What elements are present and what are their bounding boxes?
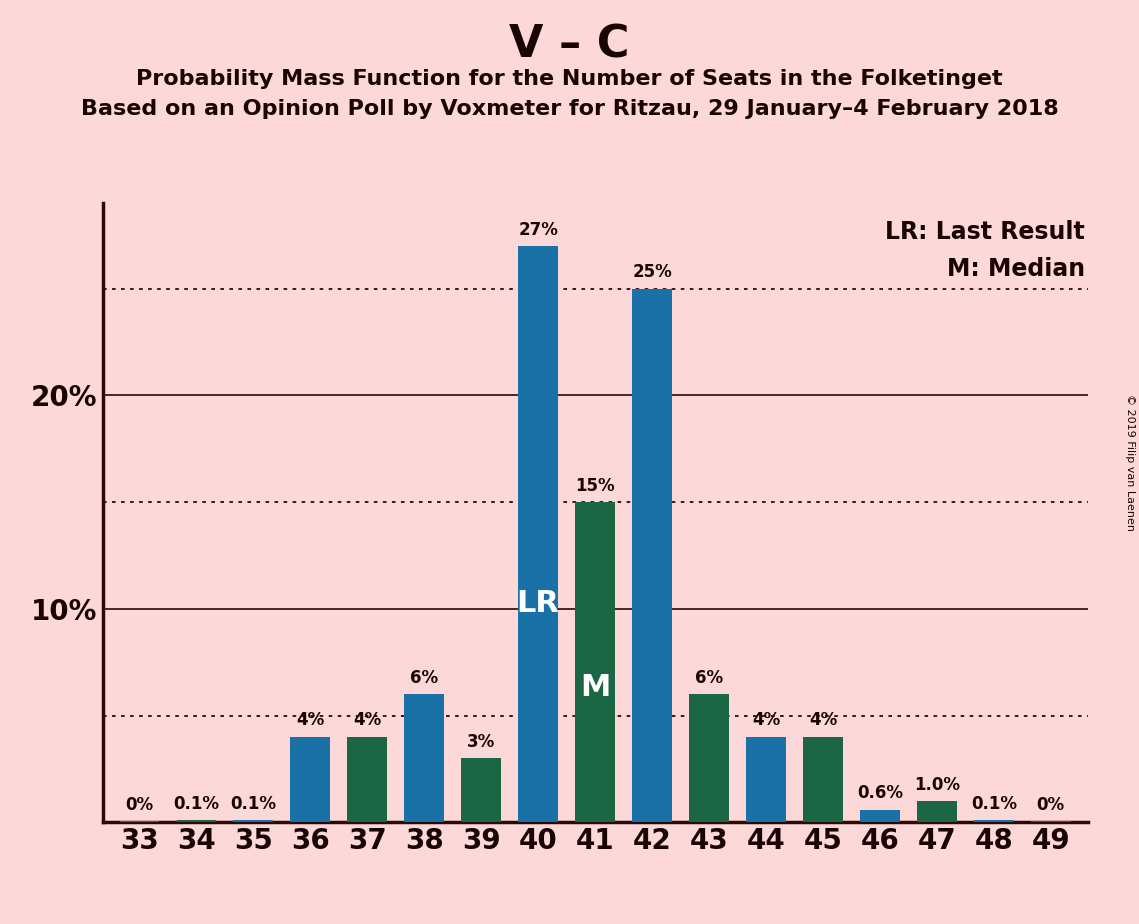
Text: Based on an Opinion Poll by Voxmeter for Ritzau, 29 January–4 February 2018: Based on an Opinion Poll by Voxmeter for… xyxy=(81,99,1058,119)
Text: M: Median: M: Median xyxy=(947,257,1085,281)
Text: 6%: 6% xyxy=(695,669,723,687)
Bar xyxy=(575,502,615,822)
Bar xyxy=(974,821,1014,822)
Bar xyxy=(404,694,444,822)
Bar xyxy=(689,694,729,822)
Bar xyxy=(518,246,558,822)
Bar xyxy=(347,737,387,822)
Bar xyxy=(290,737,330,822)
Bar xyxy=(461,759,501,822)
Text: 0%: 0% xyxy=(1036,796,1065,814)
Text: 0.1%: 0.1% xyxy=(173,795,220,813)
Text: © 2019 Filip van Laenen: © 2019 Filip van Laenen xyxy=(1125,394,1134,530)
Text: 0%: 0% xyxy=(125,796,154,814)
Text: 27%: 27% xyxy=(518,221,558,238)
Bar xyxy=(1031,821,1071,822)
Text: 6%: 6% xyxy=(410,669,439,687)
Text: 3%: 3% xyxy=(467,733,495,751)
Text: 4%: 4% xyxy=(296,711,325,730)
Bar xyxy=(233,821,273,822)
Text: 4%: 4% xyxy=(809,711,837,730)
Bar xyxy=(860,809,900,822)
Text: V – C: V – C xyxy=(509,23,630,67)
Text: M: M xyxy=(580,674,611,702)
Text: Probability Mass Function for the Number of Seats in the Folketinget: Probability Mass Function for the Number… xyxy=(137,69,1002,90)
Bar xyxy=(917,801,957,822)
Bar xyxy=(746,737,786,822)
Bar xyxy=(120,821,159,822)
Text: LR: Last Result: LR: Last Result xyxy=(885,220,1085,244)
Text: 1.0%: 1.0% xyxy=(913,775,960,794)
Bar xyxy=(177,821,216,822)
Text: 25%: 25% xyxy=(632,263,672,281)
Bar xyxy=(632,288,672,822)
Text: 0.1%: 0.1% xyxy=(230,795,277,813)
Text: 4%: 4% xyxy=(752,711,780,730)
Text: 15%: 15% xyxy=(575,477,615,494)
Text: 0.6%: 0.6% xyxy=(857,784,903,802)
Text: 0.1%: 0.1% xyxy=(970,795,1017,813)
Text: LR: LR xyxy=(517,589,559,618)
Bar xyxy=(803,737,843,822)
Text: 4%: 4% xyxy=(353,711,382,730)
